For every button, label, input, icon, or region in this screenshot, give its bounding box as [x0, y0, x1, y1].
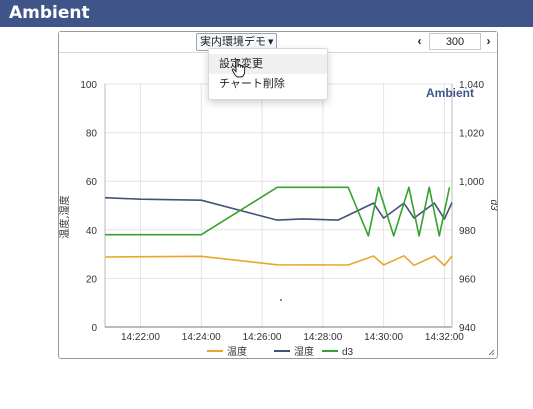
- y-tick-label-right: 980: [459, 226, 476, 237]
- pager-next-button[interactable]: ›: [486, 34, 491, 48]
- x-tick-label: 14:24:00: [182, 332, 221, 343]
- series-line-d3: [105, 186, 451, 237]
- legend: 温度 湿度 d3: [207, 345, 354, 358]
- x-tick-label: 14:30:00: [364, 332, 403, 343]
- legend-label: 湿度: [294, 345, 314, 358]
- y-tick-label-left: 20: [86, 274, 98, 285]
- y-tick-label-left: 80: [86, 129, 98, 140]
- chart-menu-label: 実内環境デモ: [200, 35, 266, 48]
- series-line-humidity: [104, 196, 453, 221]
- series: [104, 186, 453, 267]
- legend-label: 温度: [227, 345, 247, 358]
- y-tick-label-left: 40: [86, 226, 98, 237]
- y-tick-label-right: 960: [459, 274, 476, 285]
- hand-pointer-icon: [231, 59, 246, 78]
- y-tick-label-left: 60: [86, 177, 98, 188]
- data-point-marker: [280, 299, 282, 301]
- app-header: Ambient: [0, 0, 533, 27]
- axes: 0 20 40 60 80 100 940 960 980 1,000 1,020 1,040 14:2…: [80, 80, 484, 343]
- y-axis-label-right: d3: [488, 199, 497, 211]
- caret-down-icon: ▼: [268, 38, 274, 46]
- x-tick-label: 14:26:00: [243, 332, 282, 343]
- series-line-temperature: [104, 255, 453, 267]
- y-tick-label-right: 1,040: [459, 80, 484, 91]
- y-tick-label-right: 1,000: [459, 177, 484, 188]
- y-tick-label-right: 1,020: [459, 129, 484, 140]
- x-tick-label: 14:28:00: [303, 332, 342, 343]
- chart-dropdown-menu: 設定変更 チャート削除: [208, 48, 328, 100]
- menu-item-settings[interactable]: 設定変更: [209, 54, 327, 74]
- chart-toolbar: 実内環境デモ▼ ‹ ›: [59, 32, 497, 53]
- y-tick-label-left: 100: [80, 80, 97, 91]
- x-tick-label: 14:32:00: [425, 332, 464, 343]
- y-axis-label-left: 温度,湿度: [59, 195, 71, 238]
- resize-grip-icon[interactable]: [488, 349, 495, 356]
- legend-label: d3: [342, 347, 354, 358]
- legend-item-humidity: 湿度: [274, 345, 314, 358]
- y-tick-label-right: 940: [459, 323, 476, 334]
- legend-item-d3: d3: [322, 347, 354, 358]
- chart-title: Ambient: [426, 86, 474, 100]
- pager-prev-button[interactable]: ‹: [417, 34, 422, 48]
- range-input[interactable]: [429, 33, 481, 50]
- menu-item-delete-chart[interactable]: チャート削除: [219, 77, 285, 90]
- app-title: Ambient: [9, 3, 90, 23]
- y-tick-label-left: 0: [91, 323, 97, 334]
- x-tick-label: 14:22:00: [121, 332, 160, 343]
- legend-item-temperature: 温度: [207, 345, 247, 358]
